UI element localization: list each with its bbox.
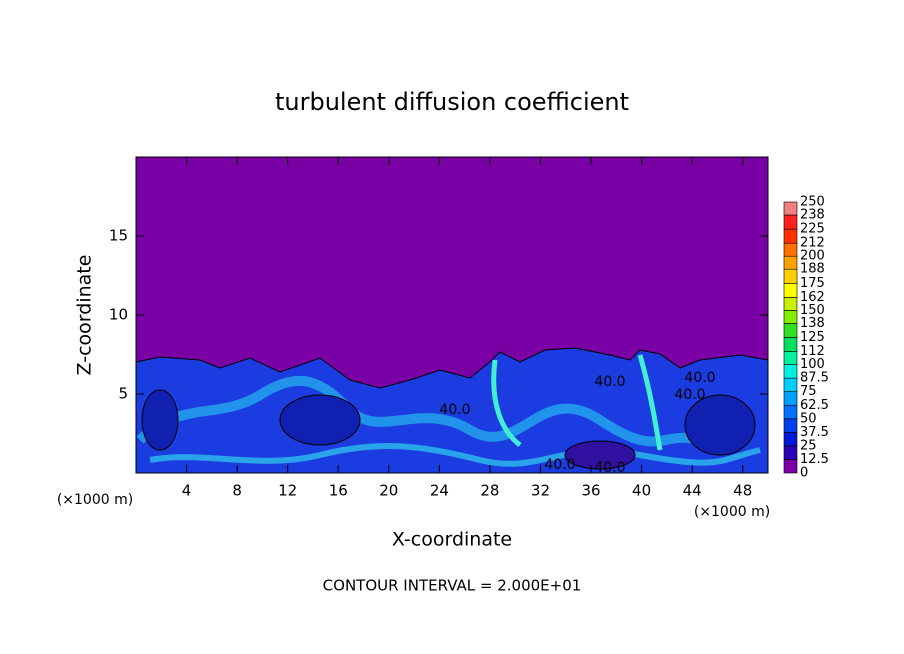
colorbar-bin [783, 201, 798, 216]
footer-note: CONTOUR INTERVAL = 2.000E+01 [323, 577, 582, 595]
colorbar-bin [783, 432, 798, 447]
x-unit-label: (×1000 m) [57, 492, 133, 508]
x-tick-label: 36 [581, 482, 600, 500]
colorbar-label: 238 [800, 208, 825, 223]
colorbar-label: 225 [800, 222, 825, 237]
y-tick-label: 15 [109, 227, 128, 245]
field-streak [491, 354, 663, 451]
x-tick-label: 32 [531, 482, 550, 500]
colorbar-bin [783, 255, 798, 270]
field-streak [149, 442, 761, 467]
colorbar-bin [783, 445, 798, 460]
colorbar-bin [783, 282, 798, 298]
contour-label: 40.0 [544, 457, 575, 473]
contour-label: 40.0 [439, 402, 470, 418]
colorbar-label: 250 [800, 195, 825, 210]
colorbar-label: 212 [800, 236, 825, 251]
colorbar-bin [783, 418, 798, 433]
x-tick-label: 40 [632, 482, 651, 500]
x-tick-label: 20 [379, 482, 398, 500]
x-tick-label: 24 [430, 482, 449, 500]
colorbar-bin [783, 228, 798, 244]
colorbar-label: 37.5 [800, 425, 829, 440]
colorbar-label: 150 [800, 303, 825, 318]
colorbar-bin [783, 242, 798, 257]
colorbar-bin [783, 323, 798, 338]
colorbar-bin [783, 364, 798, 379]
x-tick-label: 28 [480, 482, 499, 500]
y-axis-label: Z-coordinate [74, 255, 96, 376]
x-tick-label: 16 [329, 482, 348, 500]
colorbar-bin [783, 391, 798, 406]
colorbar-bin [783, 351, 798, 365]
y-tick-label: 5 [118, 385, 128, 403]
field-blob [141, 389, 179, 451]
colorbar-label: 125 [800, 330, 825, 345]
colorbar-label: 175 [800, 276, 825, 291]
colorbar-label: 25 [800, 438, 817, 453]
field-streak [136, 375, 702, 447]
field-blob [279, 394, 361, 446]
x-axis-label: X-coordinate [392, 529, 512, 551]
x-tick-label: 4 [182, 482, 192, 500]
x-tick-label: 48 [733, 482, 752, 500]
x-tick-label: 8 [232, 482, 242, 500]
contour-label: 40.0 [674, 387, 705, 403]
colorbar-bin [783, 268, 798, 284]
colorbar-bin [783, 337, 798, 352]
contour-label: 40.0 [594, 374, 625, 390]
contour-label: 40.0 [684, 370, 715, 386]
colorbar-label: 50 [800, 411, 817, 426]
y-tick-label: 10 [109, 306, 128, 324]
field [135, 157, 769, 474]
colorbar-bin [783, 310, 798, 324]
colorbar-label: 200 [800, 249, 825, 264]
colorbar-label: 62.5 [800, 398, 829, 413]
colorbar-label: 162 [800, 290, 825, 305]
field-blob [564, 440, 636, 470]
colorbar-bin [783, 214, 798, 230]
colorbar-label: 75 [800, 384, 817, 399]
x-unit-label: (×1000 m) [694, 504, 770, 520]
colorbar-label: 138 [800, 316, 825, 331]
colorbar-bin [783, 297, 798, 311]
colorbar-label: 188 [800, 262, 825, 277]
colorbar-label: 0 [800, 466, 808, 481]
colorbar-label: 100 [800, 357, 825, 372]
colorbar-bin [783, 377, 798, 392]
field-blob [684, 394, 756, 456]
colorbar-label: 112 [800, 344, 825, 359]
x-tick-label: 12 [278, 482, 297, 500]
chart-title: turbulent diffusion coefficient [275, 88, 629, 116]
contour-label: 40.0 [594, 460, 625, 476]
colorbar-bin [783, 404, 798, 420]
x-tick-label: 44 [683, 482, 702, 500]
colorbar-label: 12.5 [800, 452, 829, 467]
colorbar-bin [783, 459, 798, 474]
colorbar-label: 87.5 [800, 371, 829, 386]
